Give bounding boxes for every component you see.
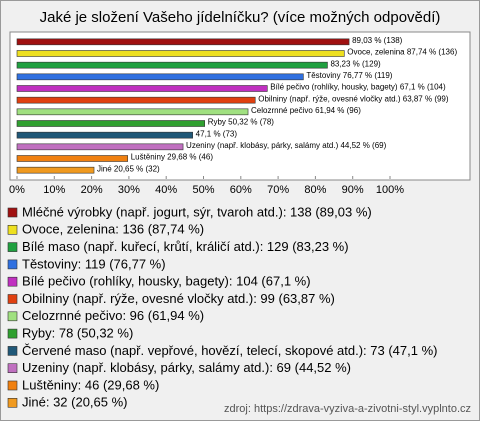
value-label: Ovoce, zelenina 87,74 % (136)	[347, 48, 457, 57]
value-label: Celozrnné pečivo 61,94 % (96)	[251, 106, 361, 115]
value-label: 89,03 % (138)	[352, 36, 403, 45]
legend-marker	[7, 380, 18, 391]
value-label: Těstoviny 76,77 % (119)	[306, 71, 392, 80]
bar	[16, 166, 95, 174]
value-label: Bílé pečivo (rohlíky, housky, bagety) 67…	[270, 83, 446, 92]
legend-label: Bílé maso (např. kuřecí, krůtí, králičí …	[22, 239, 349, 254]
bar	[16, 108, 249, 116]
value-label: Uzeniny (např. klobásy, párky, salámy at…	[186, 141, 387, 150]
legend-marker	[7, 294, 18, 304]
legend-marker	[7, 225, 18, 235]
legend-label: Červené maso (např. vepřové, hovězí, tel…	[22, 343, 438, 358]
legend-marker	[7, 242, 18, 252]
x-tick-label: 90%	[342, 184, 364, 196]
bar	[16, 155, 129, 162]
legend-marker	[7, 397, 18, 408]
x-tick-label: 70%	[267, 184, 289, 196]
legend-marker	[7, 207, 18, 218]
x-tick-label: 60%	[230, 184, 252, 196]
legend-marker	[7, 363, 18, 374]
value-label: Jiné 20,65 % (32)	[97, 164, 160, 173]
legend-label: Luštěniny: 46 (29,68 %)	[22, 377, 159, 392]
bar	[16, 50, 345, 57]
legend-marker	[7, 311, 18, 322]
x-tick-label: 20%	[81, 184, 103, 196]
value-label: 83,23 % (129)	[330, 59, 381, 68]
value-label: 47,1 % (73)	[196, 129, 238, 138]
legend-marker	[7, 328, 18, 339]
x-tick-label: 0%	[9, 184, 25, 196]
x-tick-label: 30%	[118, 184, 140, 196]
bar	[16, 85, 268, 92]
legend-marker	[7, 259, 18, 270]
x-tick-label: 80%	[304, 184, 326, 196]
legend-label: Uzeniny (např. klobásy, párky, salámy at…	[22, 360, 351, 375]
x-tick-label: 10%	[43, 184, 65, 196]
bar	[16, 143, 184, 151]
legend-label: Jiné: 32 (20,65 %)	[22, 395, 128, 410]
x-tick-label: 40%	[155, 184, 177, 196]
bar	[16, 96, 256, 104]
legend-label: Těstoviny: 119 (76,77 %)	[22, 256, 166, 271]
legend-label: Celozrnné pečivo: 96 (61,94 %)	[22, 308, 204, 323]
legend-marker	[7, 346, 18, 356]
legend-label: Bílé pečivo (rohlíky, housky, bagety): 1…	[22, 274, 311, 289]
value-label: Obilniny (např. rýže, ovesné vločky atd.…	[258, 94, 449, 103]
bar	[16, 38, 350, 46]
bar	[16, 61, 328, 69]
bar	[16, 120, 205, 127]
legend-label: Ovoce, zelenina: 136 (87,74 %)	[22, 222, 204, 237]
x-tick-label: 50%	[192, 184, 214, 196]
legend-label: Ryby: 78 (50,32 %)	[22, 326, 133, 341]
chart-title: Jaké je složení Vašeho jídelníčku? (více…	[40, 9, 441, 26]
bar	[16, 131, 193, 139]
value-label: Luštěniny 29,68 % (46)	[131, 153, 214, 162]
x-tick-label: 100%	[376, 184, 404, 196]
bar	[16, 73, 304, 81]
legend-marker	[7, 276, 18, 287]
source: zdroj: https://zdrava-vyziva-a-zivotni-s…	[224, 403, 471, 415]
value-label: Ryby 50,32 % (78)	[208, 118, 275, 127]
legend-label: Obilniny (např. rýže, ovesné vločky atd.…	[22, 291, 335, 306]
legend-label: Mléčné výrobky (např. jogurt, sýr, tvaro…	[22, 204, 372, 219]
